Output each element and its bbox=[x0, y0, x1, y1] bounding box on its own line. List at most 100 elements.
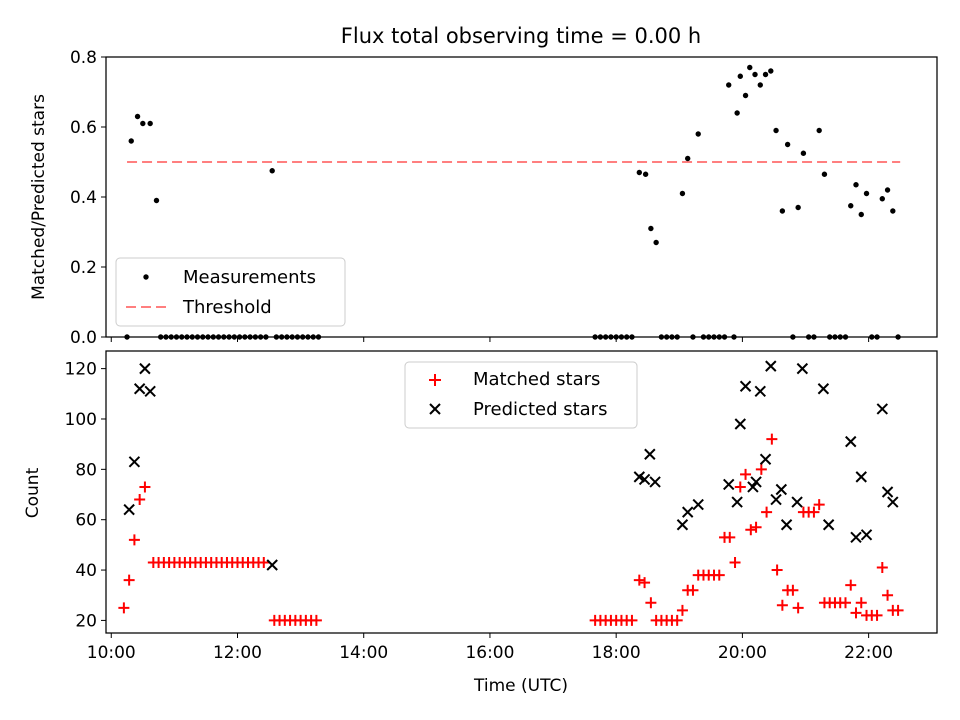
predicted-star-point bbox=[731, 496, 743, 508]
matched-star-point bbox=[745, 524, 757, 536]
matched-star-point bbox=[734, 481, 746, 493]
legend-matched-marker bbox=[429, 374, 441, 386]
bottom-legend: Matched stars Predicted stars bbox=[404, 361, 638, 429]
legend-predicted-label: Predicted stars bbox=[473, 399, 607, 420]
bottom-legend-box bbox=[404, 361, 638, 429]
matched-star-point bbox=[724, 531, 736, 543]
measurement-point bbox=[134, 113, 141, 120]
predicted-star-point bbox=[791, 496, 803, 508]
matched-star-point bbox=[139, 481, 151, 493]
top-title: Flux total observing time = 0.00 h bbox=[341, 24, 701, 48]
measurement-point bbox=[636, 169, 643, 176]
matched-star-point bbox=[626, 614, 638, 626]
matched-star-point bbox=[882, 589, 894, 601]
top-ytick-marks bbox=[101, 56, 106, 338]
matched-star-point bbox=[729, 557, 741, 568]
bottom-axes-frame bbox=[105, 350, 938, 634]
measurement-point bbox=[762, 71, 769, 78]
predicted-star-point bbox=[887, 496, 899, 508]
legend-predicted-marker bbox=[429, 403, 441, 415]
predicted-star-point bbox=[817, 383, 830, 395]
matched-star-point bbox=[761, 506, 773, 518]
matched-star-point bbox=[776, 599, 788, 611]
measurement-point bbox=[795, 204, 801, 211]
predicted-stars-series bbox=[123, 360, 899, 571]
matched-star-point bbox=[787, 584, 799, 596]
measurement-point bbox=[800, 150, 807, 156]
predicted-star-point bbox=[822, 519, 835, 531]
predicted-star-point bbox=[876, 403, 889, 415]
predicted-star-point bbox=[747, 481, 759, 493]
top-legend-box bbox=[115, 257, 346, 327]
top-ytick-label: 0.8 bbox=[70, 48, 97, 68]
measurement-point bbox=[147, 120, 153, 127]
top-ytick-label: 0.4 bbox=[70, 188, 97, 208]
matched-star-point bbox=[808, 506, 820, 518]
predicted-star-point bbox=[765, 360, 777, 372]
predicted-star-point bbox=[780, 519, 793, 531]
top-ylabel: Matched/Predicted stars bbox=[29, 94, 49, 300]
bottom-xtick-label: 14:00 bbox=[339, 643, 388, 663]
matched-star-point bbox=[310, 614, 322, 626]
matched-star-point bbox=[750, 521, 762, 533]
predicted-star-point bbox=[681, 506, 694, 518]
top-ytick-label: 0.6 bbox=[70, 118, 97, 138]
matched-star-point bbox=[755, 463, 767, 475]
legend-threshold-label: Threshold bbox=[182, 297, 272, 318]
predicted-star-point bbox=[638, 473, 651, 486]
predicted-star-point bbox=[881, 486, 894, 498]
bottom-ytick-label: 60 bbox=[75, 511, 97, 531]
legend-measurements-marker bbox=[143, 274, 149, 280]
predicted-star-point bbox=[649, 476, 661, 488]
bottom-ytick-marks bbox=[101, 368, 106, 621]
predicted-star-point bbox=[739, 380, 752, 392]
bottom-xtick-labels: 10:00 12:00 14:00 16:00 18:00 20:00 22:00 bbox=[87, 643, 893, 663]
matched-star-point bbox=[118, 602, 130, 614]
top-ytick-labels: 0.0 0.2 0.4 0.6 0.8 bbox=[70, 48, 97, 348]
bottom-plot-area bbox=[118, 360, 904, 626]
bottom-ytick-label: 120 bbox=[65, 360, 97, 380]
measurement-point bbox=[816, 127, 822, 134]
matched-star-point bbox=[871, 609, 883, 621]
measurement-point bbox=[153, 197, 160, 204]
matched-star-point bbox=[892, 604, 904, 616]
matched-star-point bbox=[845, 579, 857, 591]
bottom-xlabel: Time (UTC) bbox=[473, 676, 568, 696]
measurement-point bbox=[128, 138, 134, 144]
bottom-ytick-label: 80 bbox=[75, 460, 97, 480]
predicted-star-point bbox=[775, 483, 788, 496]
matched-star-point bbox=[740, 468, 752, 480]
predicted-star-point bbox=[759, 453, 772, 465]
matched-star-point bbox=[639, 577, 651, 589]
measurement-point bbox=[858, 211, 864, 218]
measurement-point bbox=[742, 92, 749, 99]
bottom-xtick-label: 12:00 bbox=[213, 643, 262, 663]
top-ytick-label: 0.2 bbox=[70, 258, 97, 278]
bottom-ylabel: Count bbox=[23, 467, 43, 518]
measurement-point bbox=[648, 225, 654, 232]
matched-star-point bbox=[766, 433, 778, 445]
predicted-star-point bbox=[754, 385, 766, 397]
matched-star-point bbox=[134, 494, 146, 506]
matched-star-point bbox=[645, 597, 657, 609]
predicted-star-point bbox=[128, 456, 141, 468]
predicted-star-point bbox=[855, 471, 867, 483]
measurement-point bbox=[757, 82, 763, 88]
predicted-star-point bbox=[692, 498, 704, 511]
measurement-point bbox=[653, 239, 659, 246]
measurement-point bbox=[863, 190, 870, 197]
predicted-star-point bbox=[850, 531, 862, 544]
matched-star-point bbox=[850, 607, 862, 619]
measurement-point bbox=[679, 190, 686, 197]
bottom-ytick-label: 20 bbox=[75, 611, 97, 631]
measurement-point bbox=[752, 71, 758, 78]
predicted-star-point bbox=[845, 435, 857, 448]
bottom-xtick-label: 10:00 bbox=[87, 643, 136, 663]
predicted-star-point bbox=[723, 478, 735, 491]
matched-star-point bbox=[123, 574, 135, 586]
measurement-point bbox=[726, 82, 732, 88]
bottom-xtick-label: 20:00 bbox=[718, 643, 767, 663]
measurement-point bbox=[695, 131, 701, 137]
matched-stars-series bbox=[118, 433, 904, 626]
